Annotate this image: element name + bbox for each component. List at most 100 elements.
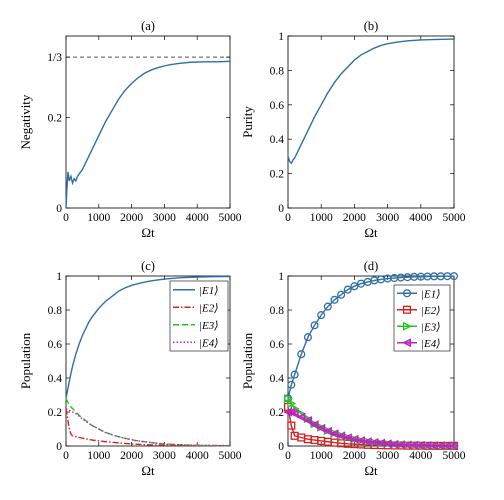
data-point-marker — [342, 433, 352, 443]
panel-title: (b) — [364, 19, 379, 33]
data-point-marker — [296, 412, 306, 422]
chart-panel-1: 0 1000 2000 3000 4000 5000 0 0.2 1/3 (a) Ωt Negativ… — [18, 19, 242, 240]
series-line-2 — [65, 408, 231, 447]
y-tick-label: 0 — [56, 203, 62, 215]
legend-box — [169, 280, 229, 352]
data-point-marker — [316, 423, 326, 433]
y-tick-label: 1 — [56, 271, 62, 283]
x-tick-label: 2000 — [120, 450, 143, 462]
y-tick-label: 0.8 — [48, 305, 63, 317]
x-tick-label: 0 — [63, 212, 69, 224]
legend-marker — [402, 321, 412, 331]
chart-panel-2: 0 1000 2000 3000 4000 5000 0 0.2 0.4 0.6 0.8 1 (b) Ωt… — [240, 19, 466, 240]
y-tick-label: 0.6 — [270, 100, 285, 112]
data-point-marker — [336, 431, 346, 441]
y-axis-label: Negativity — [18, 94, 33, 149]
legend-label: |E1⟩ — [199, 285, 219, 297]
data-point-marker — [449, 441, 459, 451]
data-point-marker — [323, 302, 332, 311]
x-tick-label: 5000 — [219, 450, 242, 462]
y-tick-label: 0 — [278, 441, 284, 453]
x-tick-label: 5000 — [443, 212, 466, 224]
legend-label: |E3⟩ — [199, 320, 219, 332]
legend-label: |E2⟩ — [199, 302, 219, 314]
y-tick-label: 0.2 — [270, 169, 285, 181]
data-point-marker — [317, 311, 326, 320]
data-point-marker — [322, 426, 332, 436]
series-line-1 — [65, 60, 231, 209]
x-axis-label: Ωt — [141, 225, 155, 240]
y-tick-label: 0 — [278, 203, 284, 215]
x-tick-label: 2000 — [343, 450, 366, 462]
y-tick-label: 0.2 — [48, 112, 63, 124]
legend-label: |E4⟩ — [199, 337, 219, 349]
y-tick-label: 0.2 — [48, 407, 63, 419]
x-tick-label: 2000 — [120, 212, 143, 224]
x-axis-label: Ωt — [141, 463, 155, 478]
y-axis-label: Purity — [240, 106, 255, 138]
data-point-marker — [290, 370, 299, 379]
data-point-marker — [343, 285, 352, 294]
plot-frame — [287, 35, 455, 209]
y-tick-label: 1 — [278, 271, 284, 283]
y-axis-label: Population — [18, 332, 33, 389]
y-axis-label: Population — [240, 332, 255, 389]
x-tick-label: 3000 — [376, 450, 399, 462]
y-tick-label: 0.4 — [270, 373, 285, 385]
y-tick-label: 0.4 — [48, 373, 63, 385]
y-tick-label: 0.6 — [270, 339, 285, 351]
panel-title: (c) — [141, 259, 155, 273]
data-point-marker — [303, 416, 312, 425]
y-tick-label: 0.8 — [270, 65, 285, 77]
series-line-1 — [65, 275, 231, 399]
legend-marker — [402, 305, 412, 314]
x-tick-label: 3000 — [376, 212, 399, 224]
data-point-marker — [356, 436, 366, 446]
chart-panel-3: 0 1000 2000 3000 4000 5000 0 0.2 0.4 0.6 0.8 1 (c) Ωt… — [18, 259, 242, 478]
data-point-marker — [362, 437, 372, 447]
series-line-1 — [287, 38, 455, 165]
legend: |E1⟩ |E2⟩ |E3⟩ |E4⟩ — [393, 284, 451, 352]
panel-title: (a) — [141, 19, 155, 33]
y-tick-label: 0.4 — [270, 134, 285, 146]
y-tick-label: 0.2 — [270, 407, 285, 419]
plot-frame — [65, 35, 231, 209]
data-point-marker — [330, 295, 339, 304]
legend-label: |E4⟩ — [421, 338, 441, 350]
panel-title: (d) — [364, 259, 379, 273]
data-point-marker — [309, 420, 319, 430]
series-line-4 — [65, 407, 231, 447]
x-tick-label: 0 — [63, 450, 69, 462]
legend-box — [393, 284, 451, 352]
data-point-marker — [449, 272, 459, 281]
x-tick-label: 5000 — [443, 450, 466, 462]
x-axis-label: Ωt — [364, 463, 378, 478]
data-point-marker — [303, 333, 312, 342]
x-tick-label: 3000 — [153, 212, 176, 224]
legend-label: |E2⟩ — [421, 305, 441, 317]
data-point-marker — [337, 290, 346, 299]
y-tick-label: 0.6 — [48, 339, 63, 351]
data-point-marker — [287, 421, 296, 430]
chart-panel-4: 0 1000 2000 3000 4000 5000 0 0.2 0.4 0.6 0.8 1 (d) Ωt… — [240, 259, 466, 478]
plot-frame — [65, 275, 231, 447]
data-point-marker — [310, 321, 319, 330]
legend-marker — [402, 338, 412, 348]
y-tick-label: 0 — [56, 441, 62, 453]
x-tick-label: 0 — [285, 212, 291, 224]
data-point-marker — [350, 282, 359, 291]
data-point-marker — [287, 380, 296, 389]
data-point-marker — [289, 409, 299, 419]
data-point-marker — [297, 350, 306, 359]
x-tick-label: 1000 — [87, 212, 110, 224]
x-tick-label: 1000 — [310, 212, 333, 224]
x-tick-label: 5000 — [219, 212, 242, 224]
x-tick-label: 4000 — [186, 212, 209, 224]
x-tick-label: 1000 — [310, 450, 333, 462]
x-tick-label: 2000 — [343, 212, 366, 224]
y-tick-label: 1/3 — [47, 52, 62, 64]
data-point-marker — [349, 434, 359, 444]
legend-label: |E1⟩ — [421, 288, 441, 300]
x-axis-label: Ωt — [364, 225, 378, 240]
